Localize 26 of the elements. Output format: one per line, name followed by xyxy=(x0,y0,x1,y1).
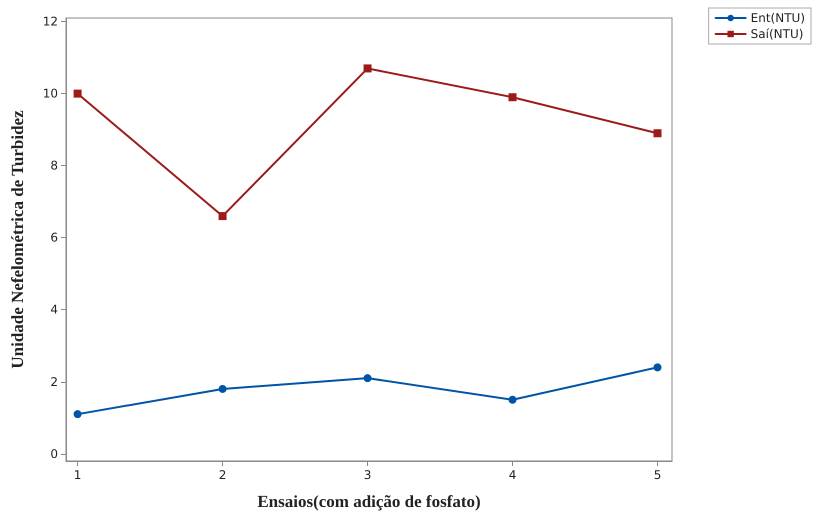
point xyxy=(508,93,517,102)
x-tick-label: 5 xyxy=(654,468,662,482)
legend-label: Saí(NTU) xyxy=(750,27,804,41)
point xyxy=(74,410,82,418)
y-tick-label: 4 xyxy=(50,302,58,317)
y-tick-label: 6 xyxy=(50,230,58,245)
x-tick-label: 2 xyxy=(218,468,226,482)
point xyxy=(74,90,82,98)
x-tick-label: 1 xyxy=(74,468,82,482)
point xyxy=(654,363,662,372)
legend-label: Ent(NTU) xyxy=(750,11,806,25)
point xyxy=(654,129,662,138)
x-tick-label: 4 xyxy=(508,468,516,482)
point xyxy=(364,64,372,72)
x-tick-label: 3 xyxy=(364,468,372,482)
y-tick-label: 2 xyxy=(50,374,58,389)
y-tick-label: 8 xyxy=(50,158,58,173)
y-tick-label: 12 xyxy=(42,14,58,29)
y-tick-label: 0 xyxy=(50,446,58,461)
point xyxy=(508,396,517,404)
x-axis-title: Ensaios(com adição de fosfato) xyxy=(257,492,481,511)
point xyxy=(364,374,372,382)
point xyxy=(218,212,227,220)
point xyxy=(218,384,227,393)
y-tick-label: 10 xyxy=(42,86,58,101)
y-axis-title: Unidade Nefelométrica de Turbidez xyxy=(8,110,27,369)
